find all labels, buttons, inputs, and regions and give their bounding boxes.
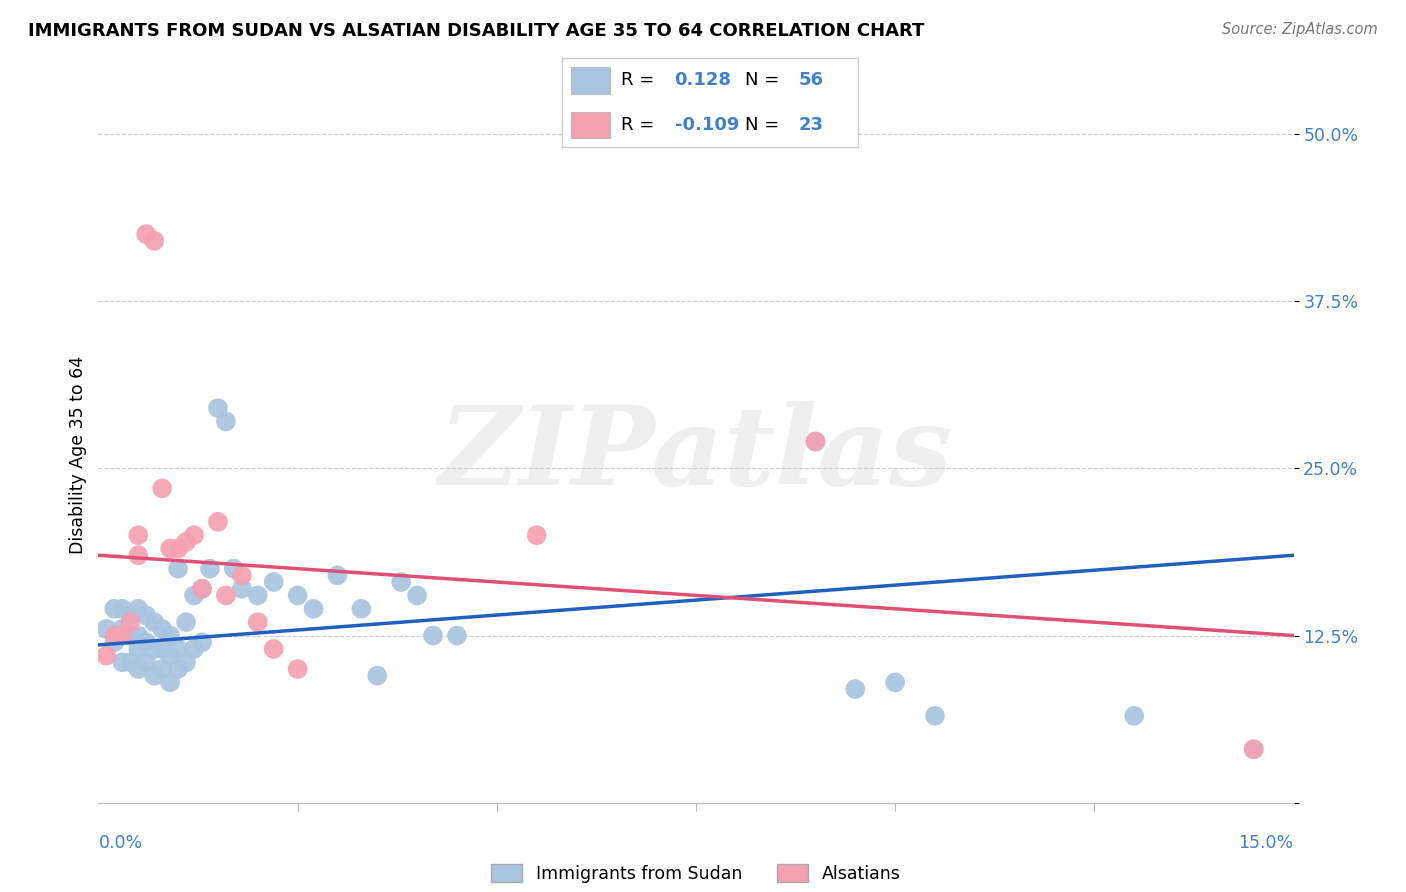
Text: N =: N = [745, 116, 786, 134]
Text: 0.128: 0.128 [675, 71, 731, 89]
Point [183, 528, 205, 542]
Point [103, 635, 125, 649]
Point [135, 635, 157, 649]
Point [150, 622, 173, 636]
Text: Source: ZipAtlas.com: Source: ZipAtlas.com [1222, 22, 1378, 37]
Point [1243, 742, 1265, 756]
Point [127, 642, 149, 657]
Text: R =: R = [621, 71, 661, 89]
Point [111, 622, 134, 636]
Point [159, 675, 181, 690]
Point [143, 615, 166, 630]
Point [215, 415, 238, 429]
Point [127, 662, 149, 676]
Point [884, 675, 907, 690]
Point [135, 655, 157, 669]
Point [167, 642, 190, 657]
Point [167, 541, 190, 556]
Point [127, 628, 149, 642]
Point [120, 628, 142, 642]
Point [167, 562, 190, 576]
Point [143, 669, 166, 683]
Point [350, 602, 373, 616]
Y-axis label: Disability Age 35 to 64: Disability Age 35 to 64 [69, 356, 87, 554]
Point [96, 622, 118, 636]
Point [174, 535, 197, 549]
Point [222, 562, 245, 576]
Bar [571, 112, 610, 138]
Point [159, 541, 181, 556]
Point [446, 628, 468, 642]
Point [183, 642, 205, 657]
Point [135, 608, 157, 623]
Point [526, 528, 548, 542]
Point [111, 628, 134, 642]
Text: N =: N = [745, 71, 786, 89]
Point [111, 602, 134, 616]
Point [167, 662, 190, 676]
Point [150, 482, 173, 496]
Point [143, 234, 166, 248]
Point [302, 602, 325, 616]
Text: R =: R = [621, 116, 661, 134]
Point [924, 708, 946, 723]
Point [844, 681, 866, 696]
Point [422, 628, 444, 642]
Point [150, 662, 173, 676]
Point [174, 615, 197, 630]
Point [183, 589, 205, 603]
Point [215, 589, 238, 603]
Point [135, 227, 157, 242]
Text: 0.0%: 0.0% [98, 834, 142, 852]
Point [96, 648, 118, 663]
Point [127, 548, 149, 563]
Point [287, 589, 309, 603]
Point [263, 575, 285, 590]
Point [198, 562, 221, 576]
Legend: Immigrants from Sudan, Alsatians: Immigrants from Sudan, Alsatians [482, 855, 910, 891]
Point [143, 642, 166, 657]
Text: 56: 56 [799, 71, 824, 89]
Point [207, 515, 229, 529]
Point [246, 615, 269, 630]
Point [120, 608, 142, 623]
Point [389, 575, 412, 590]
Point [287, 662, 309, 676]
Point [804, 434, 827, 449]
Point [1243, 742, 1265, 756]
Point [246, 589, 269, 603]
Text: -0.109: -0.109 [675, 116, 740, 134]
Point [263, 642, 285, 657]
Point [127, 528, 149, 542]
Text: ZIPatlas: ZIPatlas [439, 401, 953, 508]
Point [231, 582, 253, 596]
Point [191, 582, 214, 596]
Text: 23: 23 [799, 116, 824, 134]
Point [406, 589, 429, 603]
Point [103, 602, 125, 616]
Point [174, 655, 197, 669]
Point [111, 655, 134, 669]
Point [120, 615, 142, 630]
Point [191, 635, 214, 649]
Point [120, 655, 142, 669]
Point [159, 628, 181, 642]
Point [127, 602, 149, 616]
Point [191, 582, 214, 596]
Point [159, 648, 181, 663]
Point [804, 434, 827, 449]
Point [1123, 708, 1146, 723]
Point [207, 401, 229, 416]
Text: IMMIGRANTS FROM SUDAN VS ALSATIAN DISABILITY AGE 35 TO 64 CORRELATION CHART: IMMIGRANTS FROM SUDAN VS ALSATIAN DISABI… [28, 22, 925, 40]
Point [103, 628, 125, 642]
Point [231, 568, 253, 582]
Text: 15.0%: 15.0% [1239, 834, 1294, 852]
Point [150, 642, 173, 657]
Point [366, 669, 388, 683]
Bar [571, 67, 610, 94]
Point [326, 568, 349, 582]
